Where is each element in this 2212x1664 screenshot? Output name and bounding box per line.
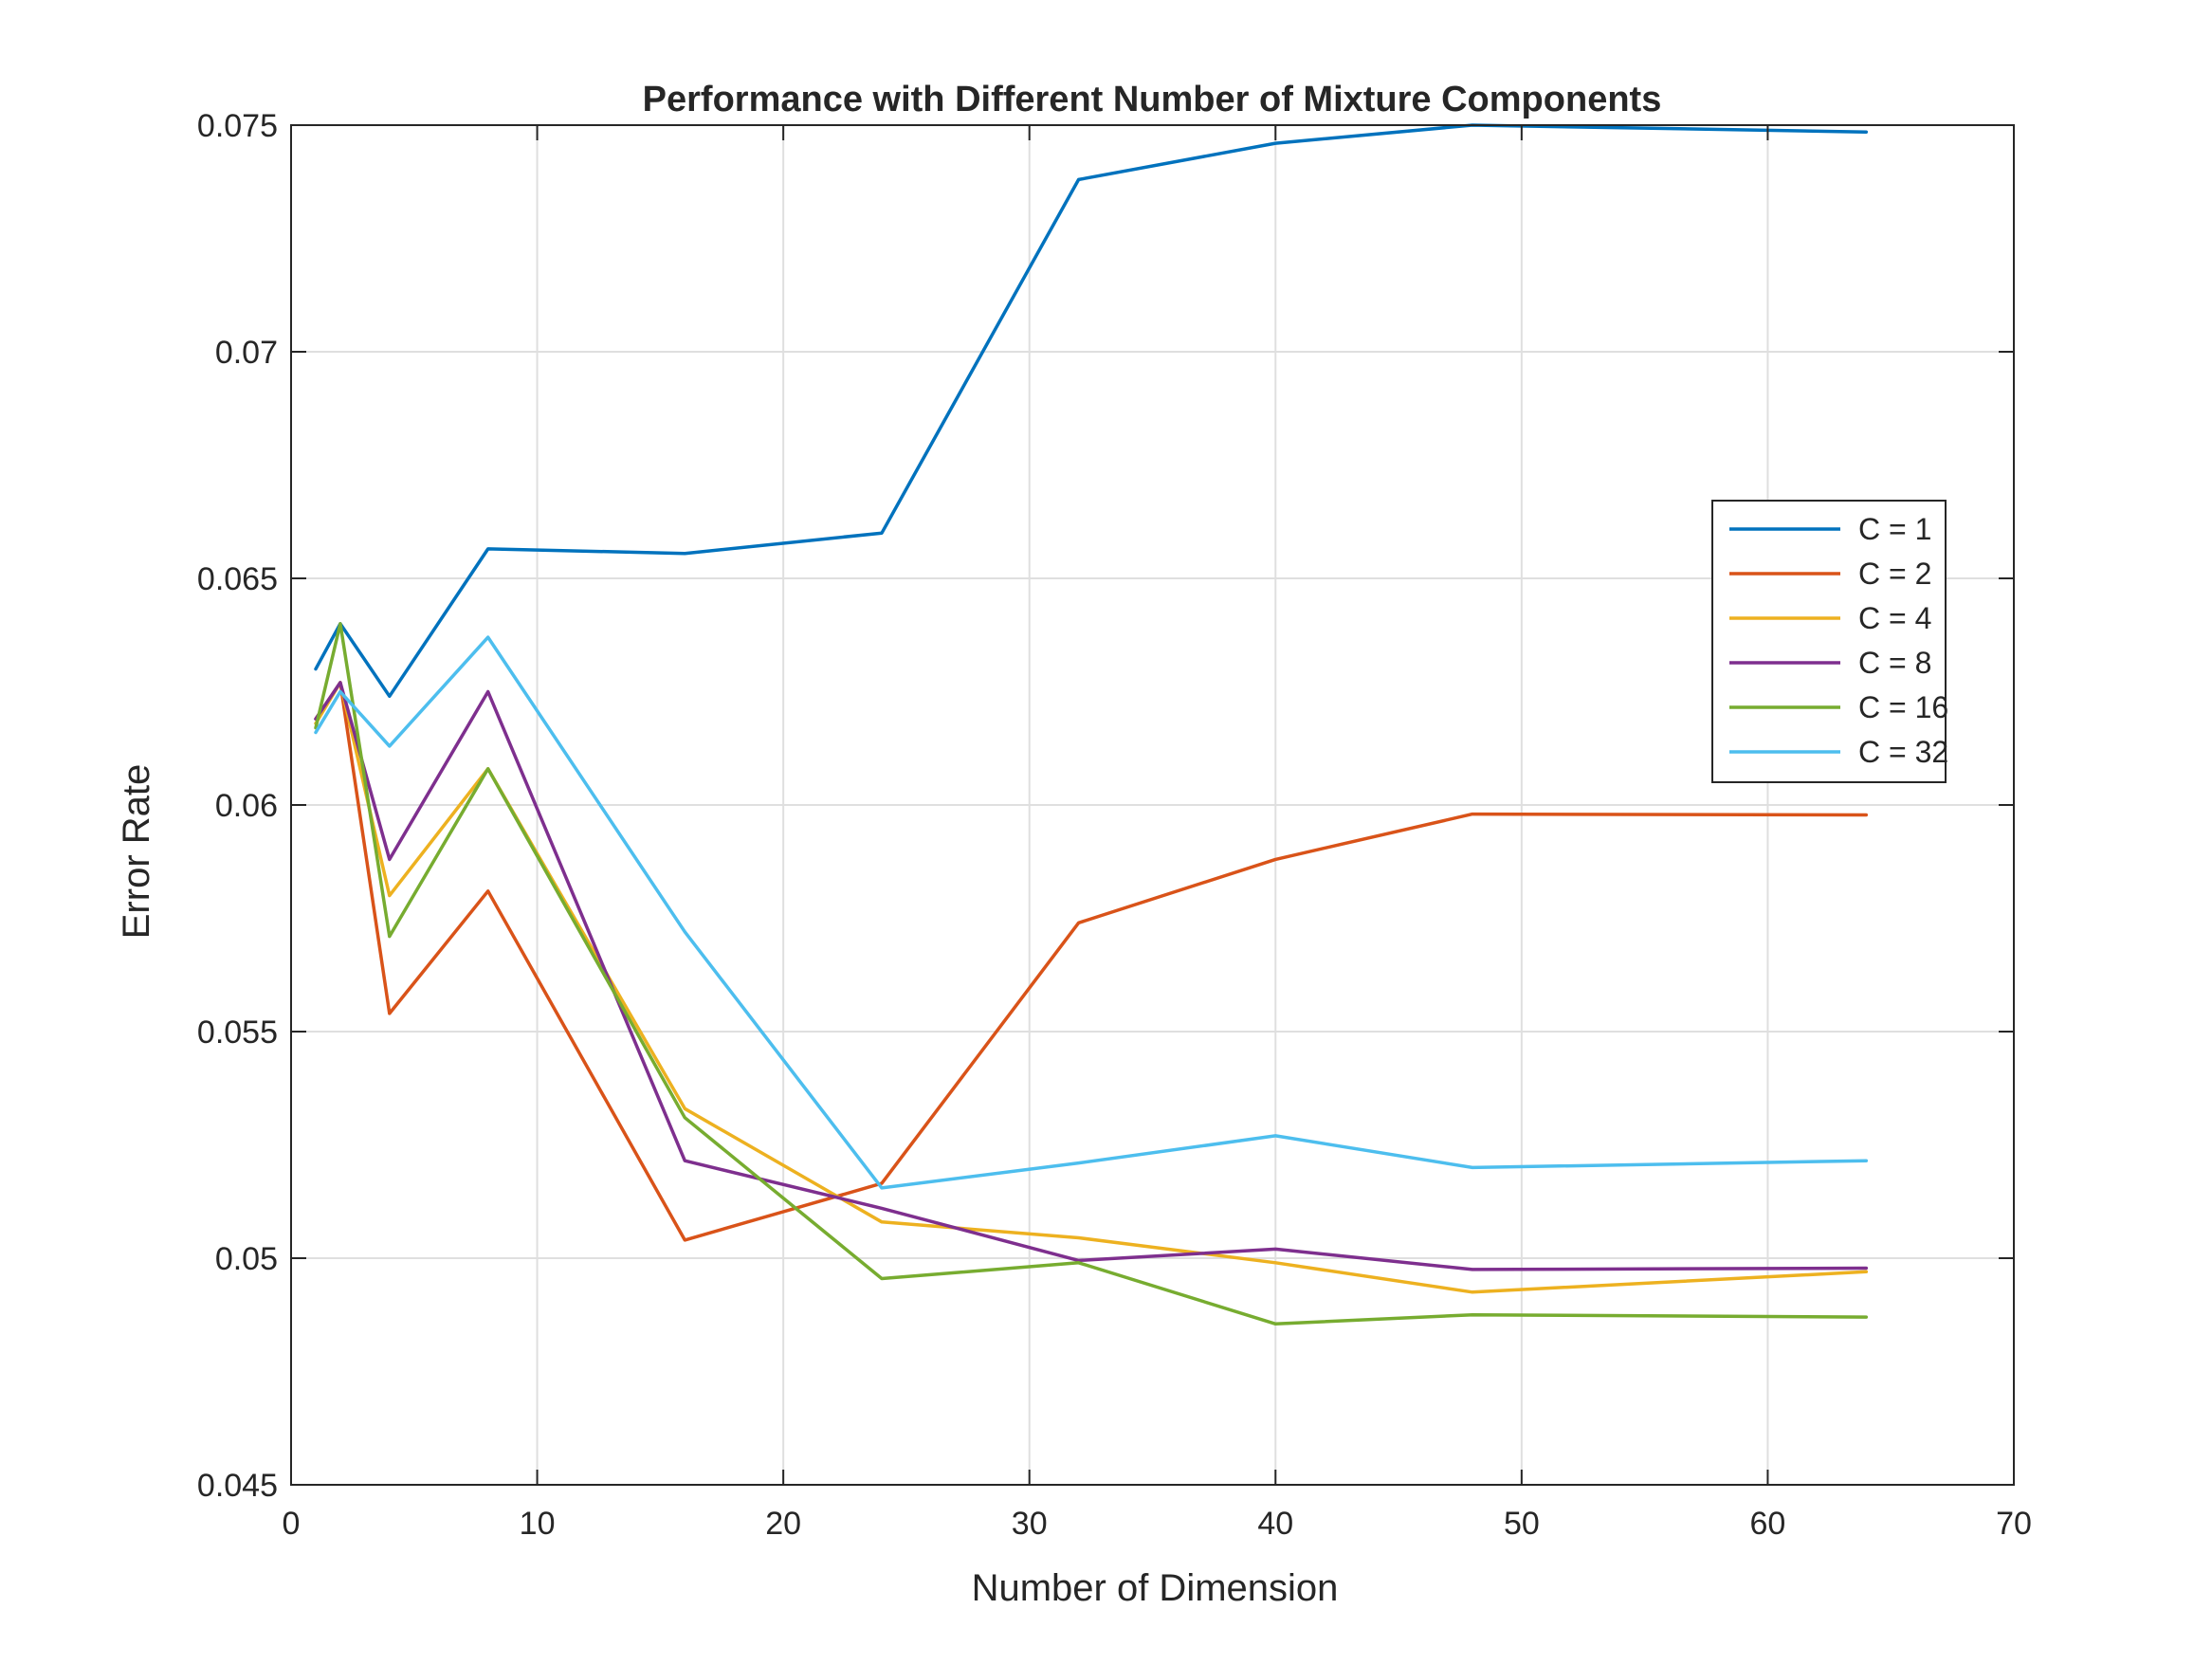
x-tick-label: 60	[1750, 1506, 1786, 1542]
y-tick-labels: 0.045 0.05 0.055 0.06 0.065 0.07 0.075	[197, 108, 278, 1504]
y-tick-label: 0.055	[197, 1015, 278, 1051]
series-line-c8	[314, 681, 1869, 1271]
legend-label: C = 32	[1858, 735, 1948, 769]
ticks	[290, 124, 2015, 1486]
y-axis-label: Error Rate	[116, 764, 157, 940]
x-tick-labels: 0 10 20 30 40 50 60 70	[283, 1506, 2032, 1542]
x-tick-label: 20	[765, 1506, 801, 1542]
legend-label: C = 2	[1858, 557, 1931, 591]
legend-box	[1711, 500, 1947, 783]
y-tick-label: 0.065	[197, 561, 278, 597]
series-line-c4	[314, 681, 1869, 1294]
x-tick-label: 0	[283, 1506, 301, 1542]
y-tick-label: 0.05	[215, 1241, 278, 1277]
grid	[291, 125, 2014, 1485]
x-tick-label: 40	[1257, 1506, 1293, 1542]
y-tick-label: 0.075	[197, 108, 278, 144]
x-tick-label: 70	[1996, 1506, 2032, 1542]
legend-label: C = 16	[1858, 690, 1948, 724]
series-line-c16	[314, 622, 1869, 1326]
y-tick-label: 0.07	[215, 335, 278, 371]
legend: C = 1 C = 2 C = 4 C = 8 C = 16 C = 32	[1711, 500, 1948, 783]
series-line-c32	[314, 635, 1869, 1190]
y-tick-label: 0.045	[197, 1468, 278, 1504]
chart-title: Performance with Different Number of Mix…	[643, 80, 1662, 119]
x-axis-label: Number of Dimension	[972, 1567, 1339, 1609]
series-line-c1	[314, 123, 1869, 699]
legend-label: C = 8	[1858, 646, 1931, 680]
legend-label: C = 1	[1858, 512, 1931, 546]
x-tick-label: 30	[1012, 1506, 1048, 1542]
series-line-c2	[314, 681, 1869, 1242]
x-tick-label: 10	[520, 1506, 556, 1542]
series-lines	[314, 123, 1869, 1326]
legend-label: C = 4	[1858, 601, 1931, 635]
x-tick-label: 50	[1504, 1506, 1540, 1542]
y-tick-label: 0.06	[215, 788, 278, 824]
